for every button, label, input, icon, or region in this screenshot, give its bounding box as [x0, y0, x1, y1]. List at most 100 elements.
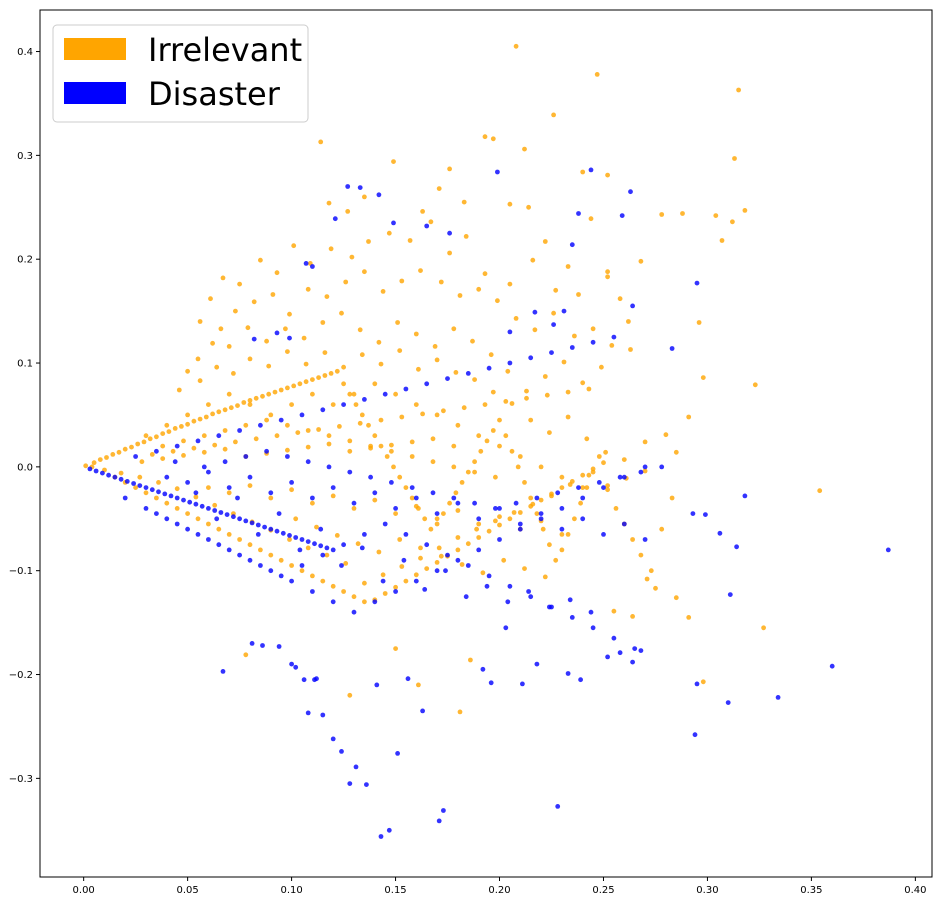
- point-disaster-128: [434, 568, 440, 574]
- point-disaster-180: [517, 521, 523, 527]
- point-irrelevant-264: [605, 487, 610, 493]
- point-irrelevant-2: [736, 87, 741, 93]
- point-disaster-170: [310, 495, 315, 501]
- point-irrelevant-385: [222, 446, 228, 452]
- point-irrelevant-388: [285, 447, 290, 453]
- point-irrelevant-20: [638, 258, 644, 264]
- point-irrelevant-29: [700, 679, 706, 685]
- point-irrelevant-424: [480, 570, 486, 576]
- point-disaster-149: [341, 402, 346, 407]
- point-disaster-69: [260, 643, 265, 648]
- point-disaster-169: [289, 480, 294, 485]
- point-irrelevant-95: [572, 333, 577, 339]
- point-irrelevant-199: [197, 416, 203, 422]
- point-irrelevant-280: [195, 516, 201, 522]
- point-disaster-135: [580, 495, 586, 501]
- point-irrelevant-402: [310, 500, 315, 506]
- point-irrelevant-347: [264, 417, 269, 423]
- point-disaster-199: [403, 532, 409, 537]
- point-disaster-234: [172, 459, 178, 465]
- point-irrelevant-362: [212, 442, 218, 448]
- point-irrelevant-42: [326, 200, 332, 206]
- point-irrelevant-235: [422, 516, 428, 522]
- point-irrelevant-85: [380, 289, 386, 294]
- point-irrelevant-7: [522, 146, 527, 152]
- point-irrelevant-36: [457, 709, 463, 715]
- y-tick-label: 0.4: [17, 47, 33, 58]
- point-disaster-28: [376, 192, 382, 198]
- point-disaster-198: [382, 521, 388, 527]
- point-irrelevant-312: [528, 503, 534, 509]
- point-disaster-151: [382, 391, 388, 397]
- x-tick-label: 0.15: [384, 885, 406, 896]
- point-disaster-81: [137, 483, 143, 488]
- point-irrelevant-164: [380, 572, 386, 578]
- point-irrelevant-382: [160, 456, 166, 461]
- point-disaster-212: [222, 459, 228, 465]
- point-irrelevant-303: [434, 560, 440, 565]
- point-irrelevant-226: [366, 422, 371, 428]
- y-tick-label: −0.1: [9, 566, 33, 577]
- point-disaster-23: [507, 329, 513, 335]
- point-disaster-235: [193, 490, 199, 496]
- point-irrelevant-8: [391, 159, 396, 165]
- point-disaster-121: [289, 578, 294, 584]
- point-disaster-211: [201, 464, 207, 470]
- point-irrelevant-58: [507, 281, 513, 287]
- point-irrelevant-158: [493, 518, 498, 524]
- point-disaster-91: [199, 503, 205, 509]
- point-irrelevant-17: [719, 238, 725, 243]
- point-disaster-126: [393, 589, 398, 594]
- y-tick-label: 0.2: [17, 255, 33, 266]
- point-disaster-129: [455, 557, 461, 563]
- point-irrelevant-192: [154, 434, 159, 440]
- point-irrelevant-269: [648, 568, 654, 574]
- point-irrelevant-159: [474, 526, 479, 532]
- point-disaster-70: [276, 644, 282, 649]
- point-disaster-203: [486, 573, 492, 579]
- point-disaster-56: [480, 666, 486, 672]
- point-irrelevant-69: [291, 243, 297, 249]
- legend-label-irrelevant: Irrelevant: [148, 31, 302, 69]
- point-irrelevant-274: [133, 485, 139, 490]
- point-irrelevant-323: [206, 402, 211, 407]
- point-disaster-227: [534, 495, 540, 501]
- point-disaster-116: [185, 526, 191, 532]
- point-disaster-55: [441, 808, 446, 813]
- point-irrelevant-57: [530, 257, 536, 263]
- point-irrelevant-340: [559, 474, 565, 480]
- point-irrelevant-63: [407, 238, 413, 243]
- point-disaster-213: [243, 454, 249, 459]
- point-irrelevant-248: [503, 433, 509, 439]
- point-disaster-4: [692, 732, 698, 738]
- point-irrelevant-345: [222, 428, 228, 433]
- point-disaster-59: [503, 625, 509, 631]
- point-disaster-43: [330, 736, 336, 742]
- point-disaster-176: [434, 511, 440, 516]
- point-disaster-161: [590, 339, 596, 345]
- point-disaster-54: [436, 818, 442, 824]
- point-irrelevant-392: [368, 445, 373, 451]
- point-disaster-181: [538, 511, 544, 516]
- point-irrelevant-149: [663, 432, 669, 438]
- point-irrelevant-121: [195, 356, 201, 362]
- point-irrelevant-128: [266, 363, 272, 369]
- point-irrelevant-344: [201, 433, 207, 439]
- point-irrelevant-414: [559, 532, 565, 537]
- point-irrelevant-122: [185, 368, 191, 374]
- point-disaster-1: [829, 663, 835, 669]
- point-irrelevant-260: [578, 500, 583, 506]
- point-disaster-93: [212, 508, 218, 513]
- point-irrelevant-213: [285, 385, 290, 391]
- point-irrelevant-131: [322, 350, 328, 355]
- point-irrelevant-241: [459, 480, 465, 485]
- point-disaster-189: [195, 532, 201, 537]
- point-irrelevant-223: [347, 391, 353, 397]
- point-irrelevant-65: [366, 239, 371, 244]
- point-irrelevant-16: [730, 219, 735, 225]
- point-irrelevant-18: [659, 212, 665, 217]
- point-irrelevant-90: [476, 286, 482, 292]
- point-disaster-61: [565, 671, 571, 676]
- series-irrelevant: [83, 43, 823, 715]
- point-irrelevant-94: [551, 310, 556, 316]
